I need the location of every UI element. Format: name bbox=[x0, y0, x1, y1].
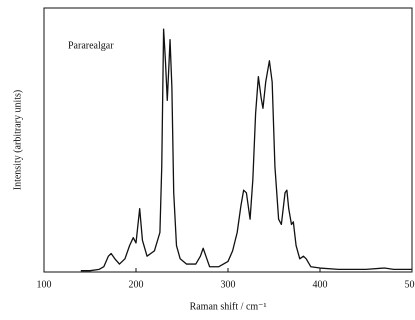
x-axis-label: Raman shift / cm⁻¹ bbox=[190, 301, 267, 312]
x-tick-label: 500 bbox=[405, 279, 415, 290]
x-tick-label: 300 bbox=[221, 279, 236, 290]
x-tick-label: 200 bbox=[129, 279, 144, 290]
annotation: Pararealgar bbox=[68, 40, 114, 51]
x-tick-label: 100 bbox=[37, 279, 52, 290]
x-tick-label: 400 bbox=[313, 279, 328, 290]
spectrum-line bbox=[80, 28, 412, 272]
y-axis-label: Intensity (arbitrary units) bbox=[12, 90, 23, 191]
